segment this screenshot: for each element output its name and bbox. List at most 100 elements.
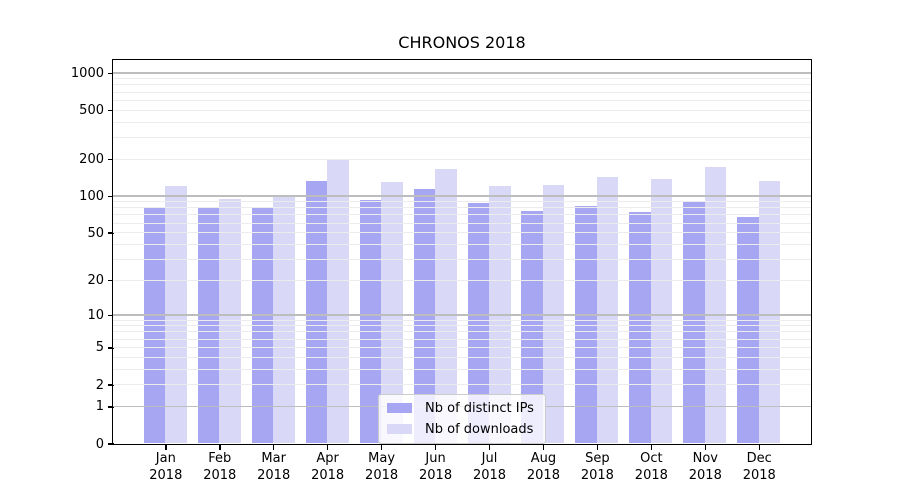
bar-downloads-nov: [704, 167, 727, 444]
x-tick-year: 2018: [203, 467, 237, 483]
legend-swatch-downloads: [387, 424, 412, 434]
y-tick-label-20: 20: [87, 273, 104, 289]
legend-item-distinct-ips: Nb of distinct IPs: [379, 399, 545, 417]
x-tick-month: Sep: [585, 451, 610, 466]
x-tick-year: 2018: [580, 467, 614, 483]
x-tick-year: 2018: [365, 467, 399, 483]
x-tick-month: May: [368, 451, 396, 466]
legend-label-downloads: Nb of downloads: [425, 421, 534, 437]
x-tick-may: [380, 444, 383, 450]
bar-downloads-jan: [165, 186, 187, 444]
y-tick-label-50: 50: [87, 225, 104, 241]
x-tick-jun: [434, 444, 437, 450]
x-tick-label-dec: Dec 2018: [729, 451, 789, 484]
x-tick-nov: [704, 444, 707, 450]
y-tick-2: [108, 384, 114, 386]
y-tick-0: [108, 443, 114, 445]
x-tick-year: 2018: [472, 467, 507, 483]
legend: Nb of distinct IPs Nb of downloads: [378, 393, 546, 444]
x-tick-label-feb: Feb 2018: [190, 451, 250, 484]
bar-distinct-ips-jan: [143, 207, 166, 444]
x-tick-year: 2018: [526, 467, 560, 483]
bar-downloads-mar: [273, 196, 295, 444]
x-tick-month: Apr: [316, 451, 339, 466]
x-tick-jan: [165, 444, 167, 450]
bar-downloads-apr: [327, 159, 349, 444]
x-tick-jul: [488, 444, 491, 450]
x-tick-dec: [758, 444, 760, 450]
x-tick-year: 2018: [257, 467, 291, 483]
y-tick-label-0: 0: [95, 436, 104, 452]
x-tick-feb: [219, 444, 221, 450]
y-tick-100: [108, 195, 114, 198]
bar-distinct-ips-apr: [305, 180, 328, 444]
y-tick-label-100: 100: [79, 188, 104, 204]
plot-area: Nb of distinct IPs Nb of downloads: [112, 58, 812, 445]
x-tick-label-sep: Sep 2018: [567, 451, 627, 484]
y-tick-label-1: 1: [95, 399, 104, 415]
bar-downloads-feb: [219, 198, 241, 444]
bar-distinct-ips-oct: [629, 211, 651, 444]
y-tick-label-10: 10: [87, 307, 104, 323]
x-tick-aug: [542, 444, 545, 450]
x-tick-label-jun: Jun 2018: [406, 451, 466, 484]
y-tick-50: [108, 232, 114, 234]
x-tick-year: 2018: [742, 467, 776, 483]
bar-distinct-ips-nov: [683, 201, 705, 444]
bar-distinct-ips-feb: [197, 208, 220, 444]
x-tick-label-apr: Apr 2018: [298, 451, 358, 484]
x-tick-label-mar: Mar 2018: [244, 451, 304, 484]
y-tick-20: [108, 279, 114, 282]
x-tick-sep: [596, 444, 599, 450]
bar-distinct-ips-jun: [413, 189, 436, 444]
x-tick-year: 2018: [149, 467, 183, 483]
y-tick-1000: [108, 72, 114, 75]
bar-distinct-ips-dec: [737, 217, 759, 444]
x-tick-mar: [272, 444, 275, 450]
bar-downloads-aug: [542, 184, 565, 444]
x-tick-month: Jul: [481, 451, 498, 466]
bar-downloads-may: [381, 181, 403, 444]
bar-distinct-ips-may: [359, 199, 382, 444]
x-tick-year: 2018: [688, 467, 722, 483]
y-tick-5: [108, 347, 114, 349]
x-tick-year: 2018: [419, 467, 453, 483]
x-tick-month: Oct: [640, 451, 663, 466]
x-tick-month: Dec: [746, 451, 772, 466]
x-tick-label-jul: Jul 2018: [460, 451, 520, 484]
x-tick-label-aug: Aug 2018: [513, 451, 573, 484]
x-tick-month: Jun: [425, 451, 446, 466]
y-tick-label-2: 2: [95, 377, 104, 393]
legend-item-downloads: Nb of downloads: [379, 420, 545, 438]
chart-title: CHRONOS 2018: [398, 33, 526, 52]
bar-downloads-sep: [596, 177, 619, 444]
bar-distinct-ips-sep: [575, 205, 597, 444]
y-tick-10: [108, 314, 114, 317]
x-tick-apr: [326, 444, 329, 450]
bars-layer: [113, 60, 811, 444]
bar-distinct-ips-mar: [251, 206, 274, 444]
x-tick-year: 2018: [634, 467, 668, 483]
x-tick-month: Jan: [155, 451, 176, 466]
bar-downloads-oct: [650, 178, 673, 444]
y-tick-200: [108, 158, 114, 161]
x-tick-month: Mar: [261, 451, 286, 466]
bar-downloads-jun: [435, 169, 457, 444]
x-tick-label-nov: Nov 2018: [675, 451, 735, 484]
y-tick-label-200: 200: [79, 152, 104, 168]
y-tick-1: [108, 406, 114, 408]
y-tick-label-500: 500: [79, 103, 104, 119]
y-tick-label-1000: 1000: [70, 65, 104, 81]
x-tick-month: Feb: [208, 451, 232, 466]
x-tick-month: Aug: [530, 451, 557, 466]
x-tick-oct: [650, 444, 653, 450]
bar-downloads-dec: [758, 181, 781, 444]
y-tick-label-5: 5: [95, 340, 104, 356]
x-tick-label-oct: Oct 2018: [621, 451, 681, 484]
bar-distinct-ips-aug: [521, 211, 543, 444]
legend-label-distinct-ips: Nb of distinct IPs: [425, 400, 534, 416]
y-tick-500: [108, 109, 114, 112]
legend-swatch-distinct-ips: [387, 403, 412, 413]
x-tick-label-may: May 2018: [352, 451, 412, 484]
